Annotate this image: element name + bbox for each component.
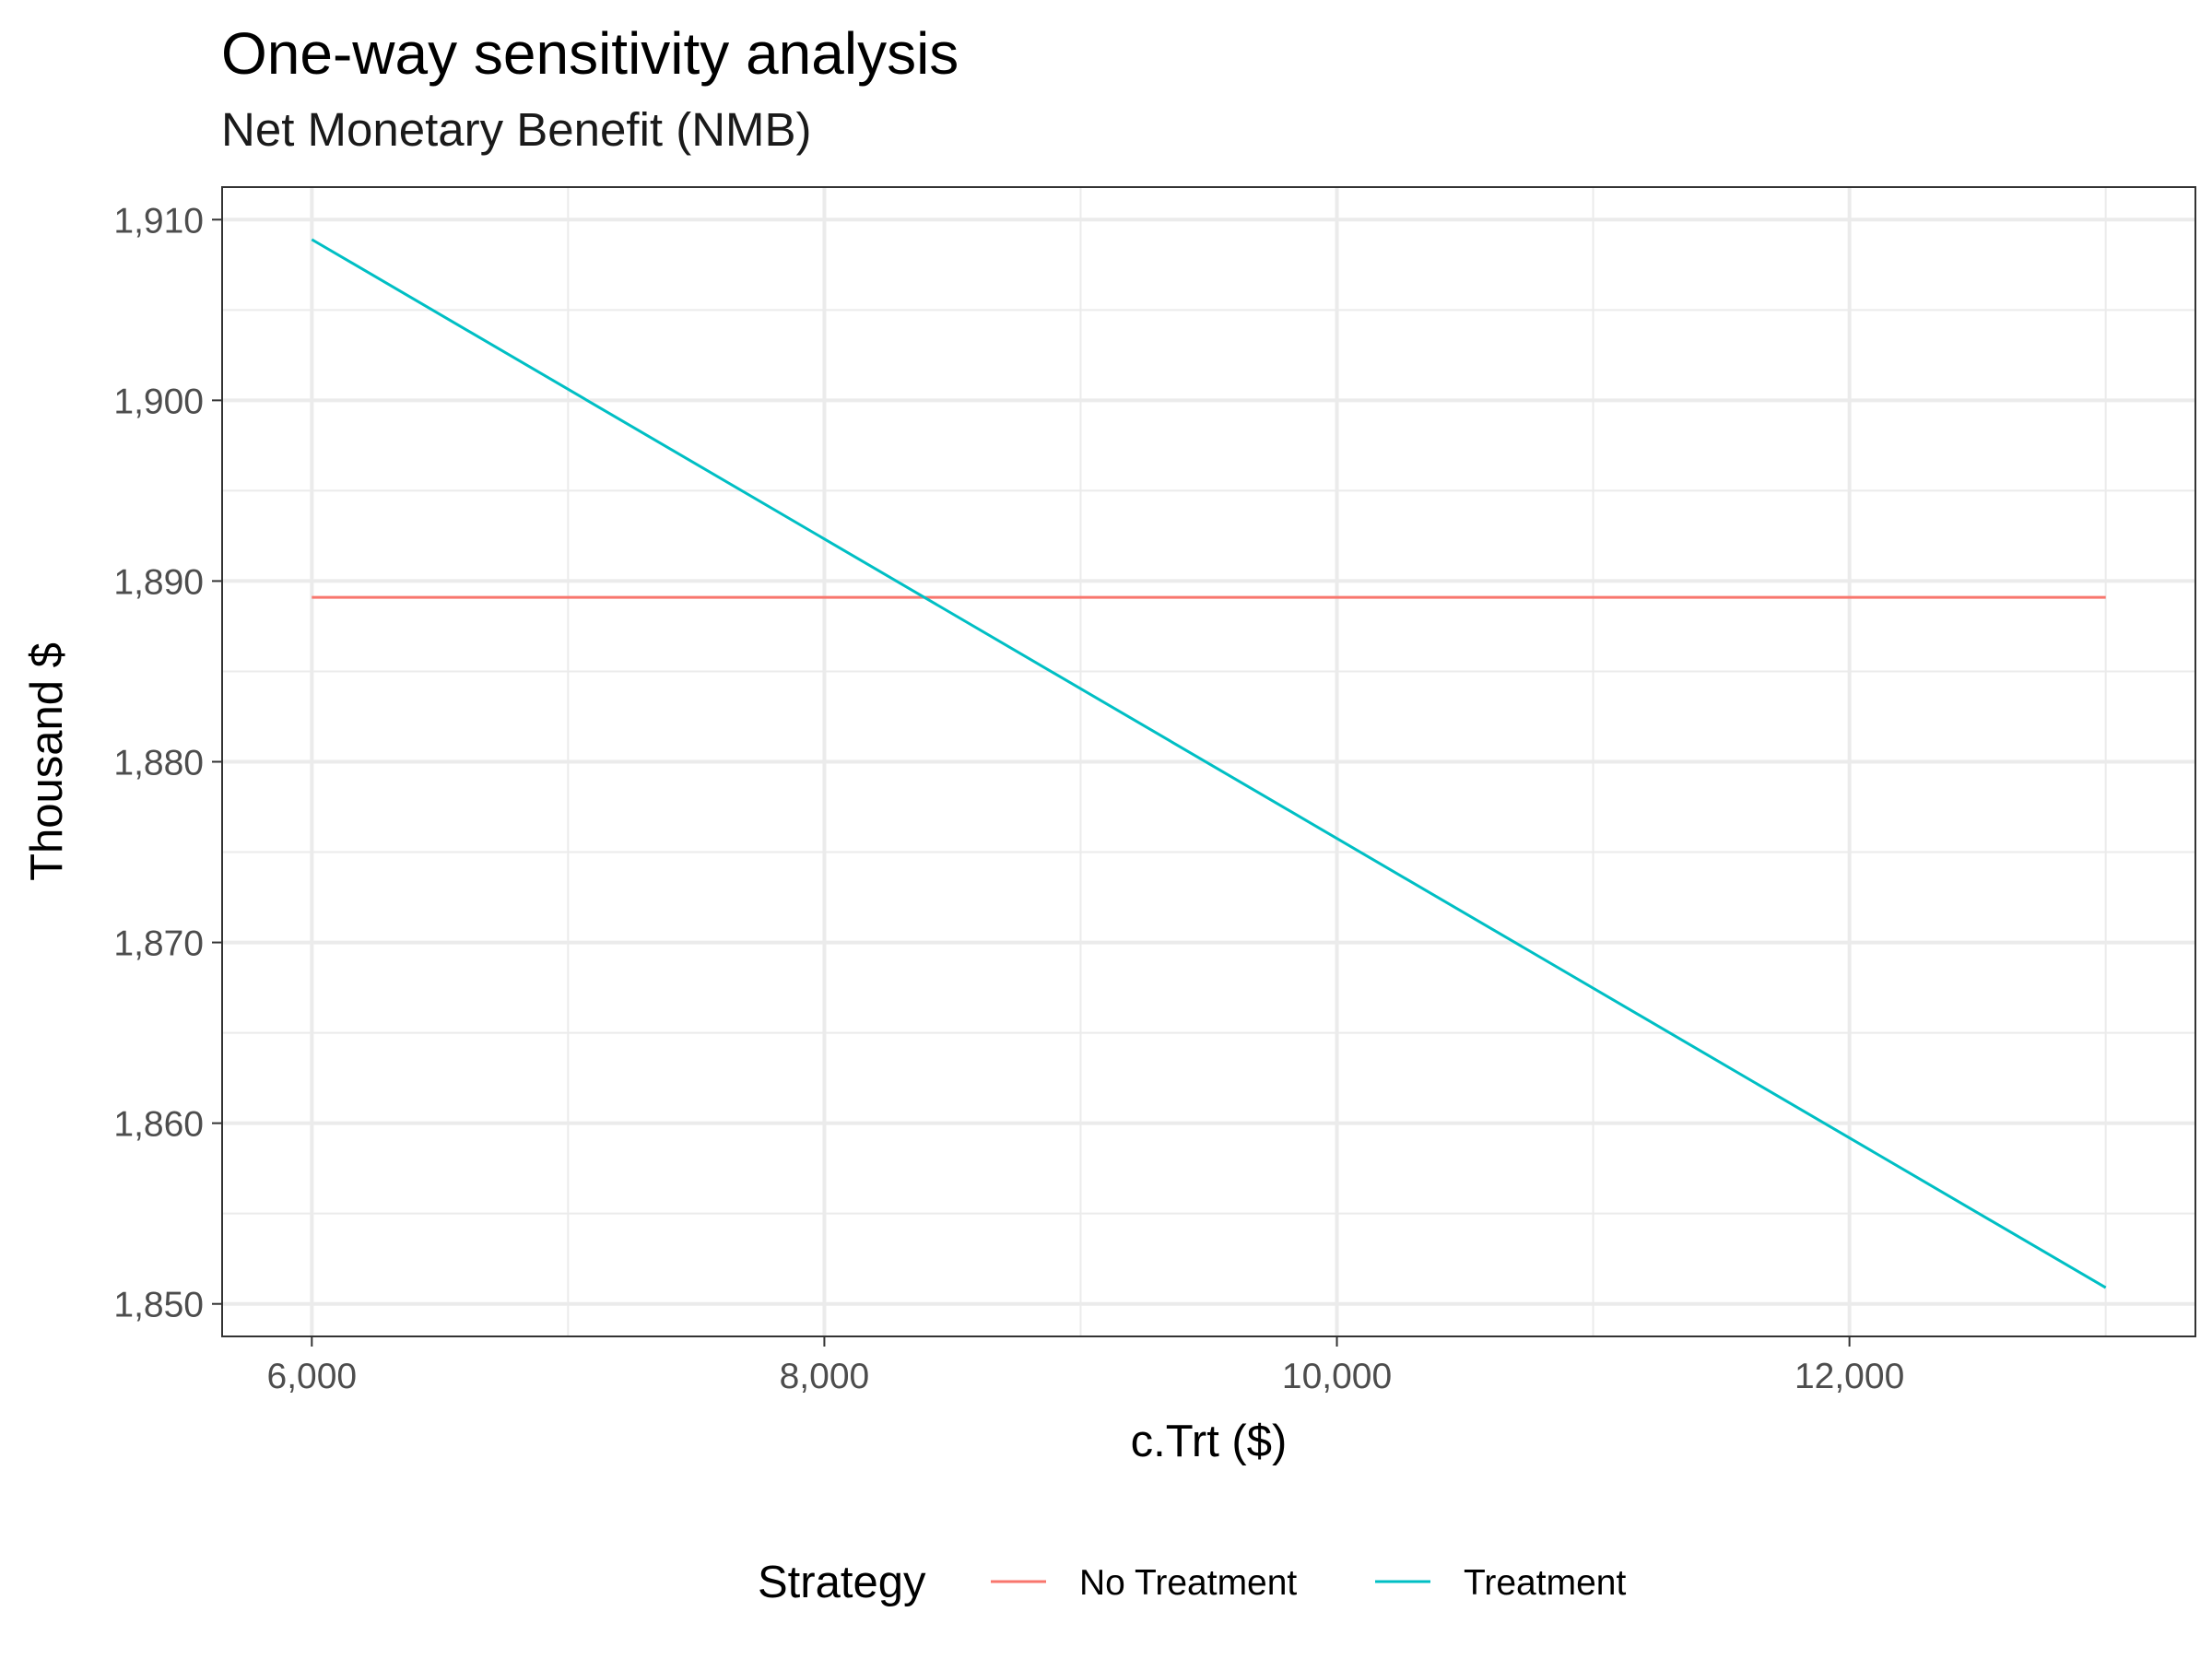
x-tick-label: 8,000 <box>780 1357 870 1396</box>
y-axis-title: Thousand $ <box>22 642 72 881</box>
y-tick-label: 1,880 <box>113 744 204 783</box>
series-layer <box>311 238 2107 1289</box>
y-tick-label: 1,860 <box>113 1105 204 1145</box>
legend: Strategy No Treatment Treatment <box>758 1558 1626 1607</box>
legend-label-treatment: Treatment <box>1464 1563 1626 1603</box>
y-tick-label: 1,900 <box>113 382 204 421</box>
legend-label-no-treatment: No Treatment <box>1079 1563 1297 1603</box>
y-tick-label: 1,850 <box>113 1286 204 1325</box>
y-tick-label: 1,910 <box>113 201 204 241</box>
x-axis: 6,000 8,000 10,000 12,000 <box>267 1336 1904 1396</box>
series-line-treatment <box>311 238 2107 1289</box>
x-tick-label: 10,000 <box>1282 1357 1392 1396</box>
legend-items: No Treatment Treatment <box>991 1563 1626 1603</box>
y-tick-label: 1,870 <box>113 924 204 964</box>
x-tick-label: 12,000 <box>1794 1357 1904 1396</box>
chart-subtitle: Net Monetary Benefit (NMB) <box>221 103 812 156</box>
x-tick-label: 6,000 <box>267 1357 358 1396</box>
plot-panel <box>221 186 2196 1337</box>
legend-title: Strategy <box>758 1558 926 1607</box>
chart-title: One-way sensitivity analysis <box>221 20 959 87</box>
y-axis: 1,850 1,860 1,870 1,880 1,890 1,900 1,910 <box>113 201 222 1325</box>
y-tick-label: 1,890 <box>113 562 204 602</box>
major-gridlines <box>222 187 2195 1336</box>
x-axis-title: c.Trt ($) <box>1131 1417 1288 1466</box>
